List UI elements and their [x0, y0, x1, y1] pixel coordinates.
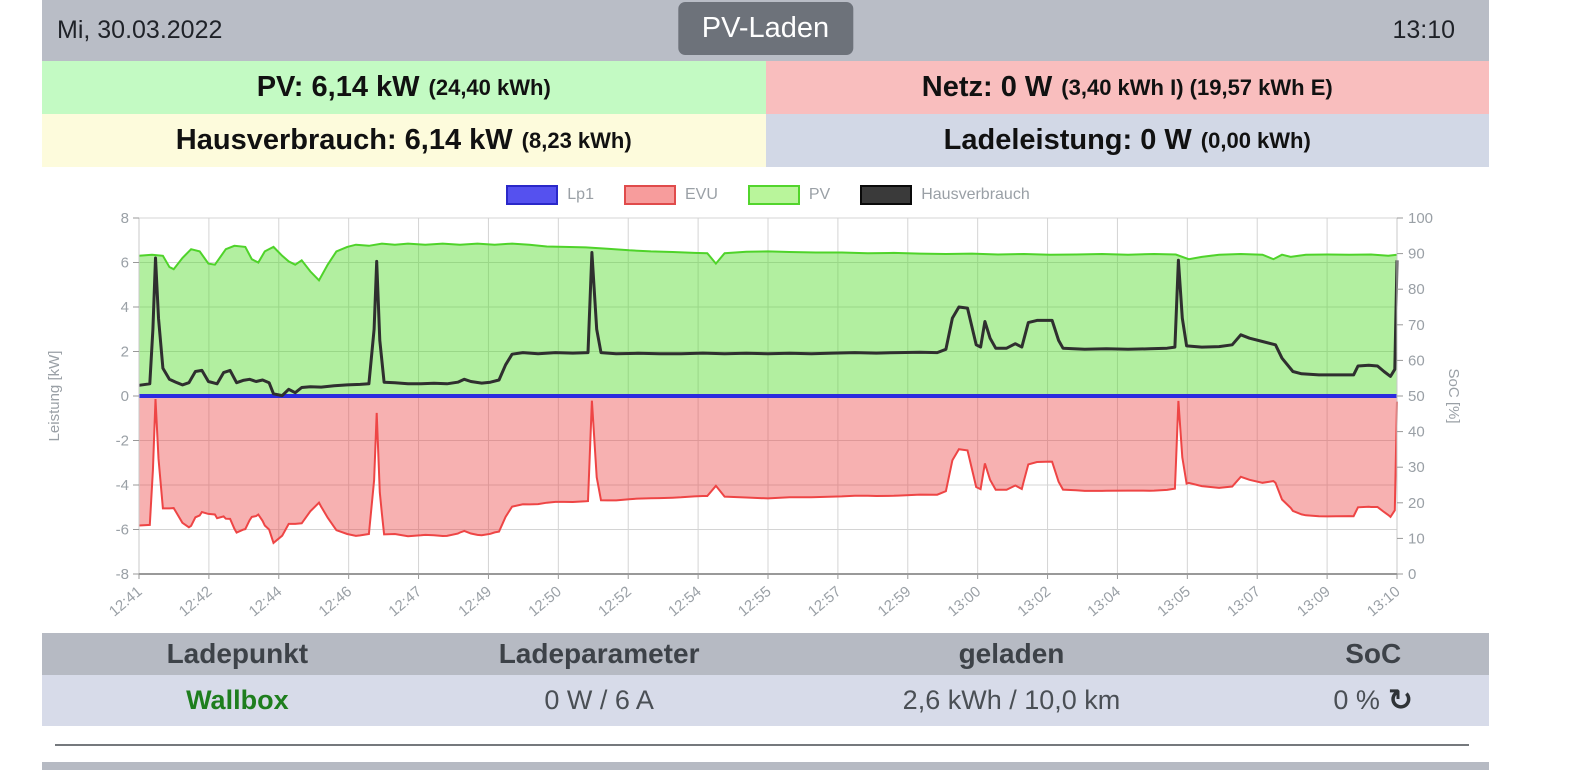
legend-label-hausverbrauch: Hausverbrauch	[921, 186, 1030, 203]
grid-energy-detail: (3,40 kWh I) (19,57 kWh E)	[1061, 74, 1333, 100]
grid-power-box: Netz: 0 W (3,40 kWh I) (19,57 kWh E)	[765, 61, 1489, 114]
charge-power-value: Ladeleistung: 0 W	[943, 124, 1192, 156]
chart-canvas: 86420-2-4-6-8100908070605040302010012:41…	[46, 210, 1462, 620]
svg-text:13:09: 13:09	[1294, 583, 1334, 620]
soc-value: 0 %	[1333, 685, 1380, 715]
house-energy-detail: (8,23 kWh)	[521, 127, 632, 153]
pv-line	[138, 242, 1398, 282]
svg-text:12:49: 12:49	[455, 583, 495, 620]
legend-item-lp1: Lp1	[506, 185, 594, 205]
power-summary: PV: 6,14 kW (24,40 kWh) Netz: 0 W (3,40 …	[42, 61, 1489, 167]
current-date: Mi, 30.03.2022	[57, 16, 223, 44]
pv-energy-detail: (24,40 kWh)	[428, 74, 551, 100]
svg-text:50: 50	[1408, 388, 1425, 405]
svg-text:-8: -8	[116, 566, 129, 583]
svg-text:13:05: 13:05	[1154, 583, 1194, 620]
legend-swatch-lp1	[506, 185, 559, 205]
svg-text:100: 100	[1408, 210, 1433, 227]
charge-mode-badge[interactable]: PV-Laden	[677, 2, 854, 55]
power-history-chart: Lp1 EVU PV Hausverbrauch 8 6 4 2 0 -2 -4 -6 -8 100 90…	[42, 167, 1489, 629]
charge-power-box: Ladeleistung: 0 W (0,00 kWh)	[765, 114, 1489, 167]
header-soc: SoC	[1345, 638, 1402, 669]
svg-text:12:57: 12:57	[805, 583, 845, 620]
svg-text:12:50: 12:50	[525, 583, 565, 620]
charge-energy-detail: (0,00 kWh)	[1200, 127, 1311, 153]
legend-swatch-evu	[623, 185, 676, 205]
chargepoint-row-wallbox: Wallbox 0 W / 6 A 2,6 kWh / 10,0 km 0 % …	[42, 675, 1489, 726]
svg-text:12:46: 12:46	[316, 583, 356, 620]
charge-parameters-value: 0 W / 6 A	[544, 685, 654, 715]
legend-label-lp1: Lp1	[567, 186, 594, 203]
legend-item-evu: EVU	[623, 185, 718, 205]
svg-text:20: 20	[1408, 495, 1425, 512]
pv-power-value: PV: 6,14 kW	[256, 71, 420, 103]
header-geladen: geladen	[958, 638, 1065, 669]
svg-text:12:54: 12:54	[665, 583, 705, 620]
legend-item-hausverbrauch: Hausverbrauch	[860, 185, 1030, 205]
svg-text:-2: -2	[116, 433, 129, 450]
current-time: 13:10	[1392, 16, 1455, 44]
chargepoint-table-header: Ladepunkt Ladeparameter geladen SoC	[42, 633, 1489, 675]
evu-area	[139, 396, 1397, 543]
header-ladepunkt: Ladepunkt	[166, 638, 309, 669]
grid-power-value: Netz: 0 W	[921, 71, 1053, 103]
chart-legend: Lp1 EVU PV Hausverbrauch	[139, 185, 1397, 205]
svg-text:12:44: 12:44	[246, 583, 286, 620]
svg-text:0: 0	[121, 388, 129, 405]
svg-text:0: 0	[1408, 566, 1416, 583]
soc-refresh-icon[interactable]: ↻	[1387, 683, 1414, 717]
svg-text:6: 6	[121, 255, 129, 272]
svg-text:40: 40	[1408, 424, 1425, 441]
hausverbrauch-line	[138, 251, 1399, 398]
svg-text:12:55: 12:55	[735, 583, 775, 620]
svg-text:90: 90	[1408, 246, 1425, 263]
svg-text:8: 8	[121, 210, 129, 227]
legend-swatch-hausverbrauch	[860, 185, 913, 205]
section-divider	[55, 744, 1469, 746]
svg-text:13:04: 13:04	[1084, 583, 1124, 620]
svg-text:12:41: 12:41	[106, 583, 146, 620]
pv-power-box: PV: 6,14 kW (24,40 kWh)	[42, 61, 766, 114]
svg-text:70: 70	[1408, 317, 1425, 334]
svg-text:12:42: 12:42	[176, 583, 216, 620]
svg-text:13:07: 13:07	[1224, 583, 1264, 620]
svg-text:13:00: 13:00	[945, 583, 985, 620]
legend-label-evu: EVU	[684, 186, 718, 203]
pv-area	[139, 243, 1397, 396]
svg-text:SoC [%]: SoC [%]	[1445, 368, 1462, 423]
legend-swatch-pv	[747, 185, 800, 205]
svg-text:13:10: 13:10	[1364, 583, 1404, 620]
svg-text:10: 10	[1408, 530, 1425, 547]
svg-text:60: 60	[1408, 352, 1425, 369]
svg-text:12:47: 12:47	[385, 583, 425, 620]
svg-text:80: 80	[1408, 281, 1425, 298]
svg-text:-6: -6	[116, 522, 129, 539]
legend-item-pv: PV	[747, 185, 831, 205]
chargepoint-name-link[interactable]: Wallbox	[186, 685, 289, 715]
svg-text:2: 2	[121, 344, 129, 361]
top-status-bar: Mi, 30.03.2022 PV-Laden 13:10	[42, 0, 1489, 61]
legend-label-pv: PV	[808, 186, 831, 203]
svg-text:Leistung [kW]: Leistung [kW]	[46, 351, 63, 442]
charged-amount-value: 2,6 kWh / 10,0 km	[902, 685, 1121, 715]
house-consumption-value: Hausverbrauch: 6,14 kW	[175, 124, 513, 156]
evu-line	[138, 398, 1398, 545]
next-section-edge	[42, 762, 1489, 770]
charge-mode-label: PV-Laden	[701, 12, 830, 44]
svg-text:12:52: 12:52	[595, 583, 635, 620]
svg-text:12:59: 12:59	[875, 583, 915, 620]
svg-text:4: 4	[121, 299, 129, 316]
soc-cell: 0 % ↻	[1257, 675, 1489, 726]
house-consumption-box: Hausverbrauch: 6,14 kW (8,23 kWh)	[42, 114, 766, 167]
svg-text:13:02: 13:02	[1014, 583, 1054, 620]
chargepoint-table: Ladepunkt Ladeparameter geladen SoC Wall…	[42, 633, 1489, 726]
header-ladeparameter: Ladeparameter	[498, 638, 700, 669]
svg-text:-4: -4	[116, 477, 129, 494]
svg-text:30: 30	[1408, 459, 1425, 476]
